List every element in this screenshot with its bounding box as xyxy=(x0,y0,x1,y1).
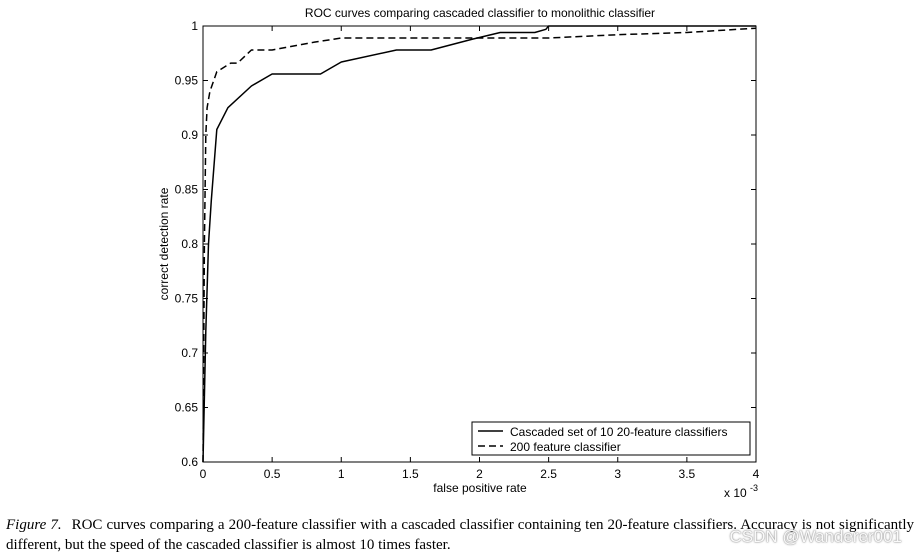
legend-box xyxy=(471,421,751,456)
y-axis-label: correct detection rate xyxy=(157,187,171,300)
y-tick-label: 0.7 xyxy=(181,346,198,360)
x-tick-label: 3 xyxy=(614,467,621,481)
y-tick-label: 0.8 xyxy=(181,237,198,251)
series-layer xyxy=(202,25,757,463)
figure-label: Figure 7. xyxy=(6,517,62,533)
series-line-cascaded xyxy=(202,25,756,463)
x-tick-label: 4 xyxy=(753,467,760,481)
x-tick-label: 1.5 xyxy=(402,467,419,481)
y-tick-label: 0.75 xyxy=(175,292,199,306)
caption-text: ROC curves comparing a 200-feature class… xyxy=(6,517,914,553)
y-tick-label: 0.65 xyxy=(175,401,199,415)
roc-chart: ROC curves comparing cascaded classifier… xyxy=(157,6,760,500)
x-multiplier-base: x 10 xyxy=(724,486,747,500)
x-multiplier-exponent: -3 xyxy=(750,483,758,493)
x-tick-label: 0.5 xyxy=(264,467,281,481)
chart-title: ROC curves comparing cascaded classifier… xyxy=(305,6,655,20)
y-tick-label: 0.6 xyxy=(181,455,198,469)
x-tick-label: 1 xyxy=(338,467,345,481)
watermark: CSDN @Wanderer001 xyxy=(729,527,902,546)
plot-area-frame xyxy=(202,25,757,463)
legend-label-cascaded: Cascaded set of 10 20-feature classifier… xyxy=(510,425,727,439)
x-axis-ticks: 0 0.5 1 1.5 2 2.5 3 3.5 4 xyxy=(200,26,760,481)
y-tick-label: 0.85 xyxy=(175,183,199,197)
figure-caption: Figure 7. ROC curves comparing a 200-feat… xyxy=(6,515,914,555)
legend: Cascaded set of 10 20-feature classifier… xyxy=(471,421,751,456)
x-tick-label: 3.5 xyxy=(679,467,696,481)
y-tick-label: 0.9 xyxy=(181,128,198,142)
y-tick-label: 1 xyxy=(191,19,198,33)
x-tick-label: 2 xyxy=(476,467,483,481)
series-line-200-feature xyxy=(202,27,757,463)
legend-label-200-feature: 200 feature classifier xyxy=(510,440,621,454)
x-tick-label: 2.5 xyxy=(540,467,557,481)
x-tick-label: 0 xyxy=(200,467,207,481)
y-tick-label: 0.95 xyxy=(175,74,199,88)
x-axis-multiplier: x 10 -3 xyxy=(724,483,758,500)
x-axis-label: false positive rate xyxy=(433,481,527,495)
y-axis-ticks: 0.6 0.65 0.7 0.75 0.8 0.85 0.9 0.95 1 xyxy=(175,19,756,469)
